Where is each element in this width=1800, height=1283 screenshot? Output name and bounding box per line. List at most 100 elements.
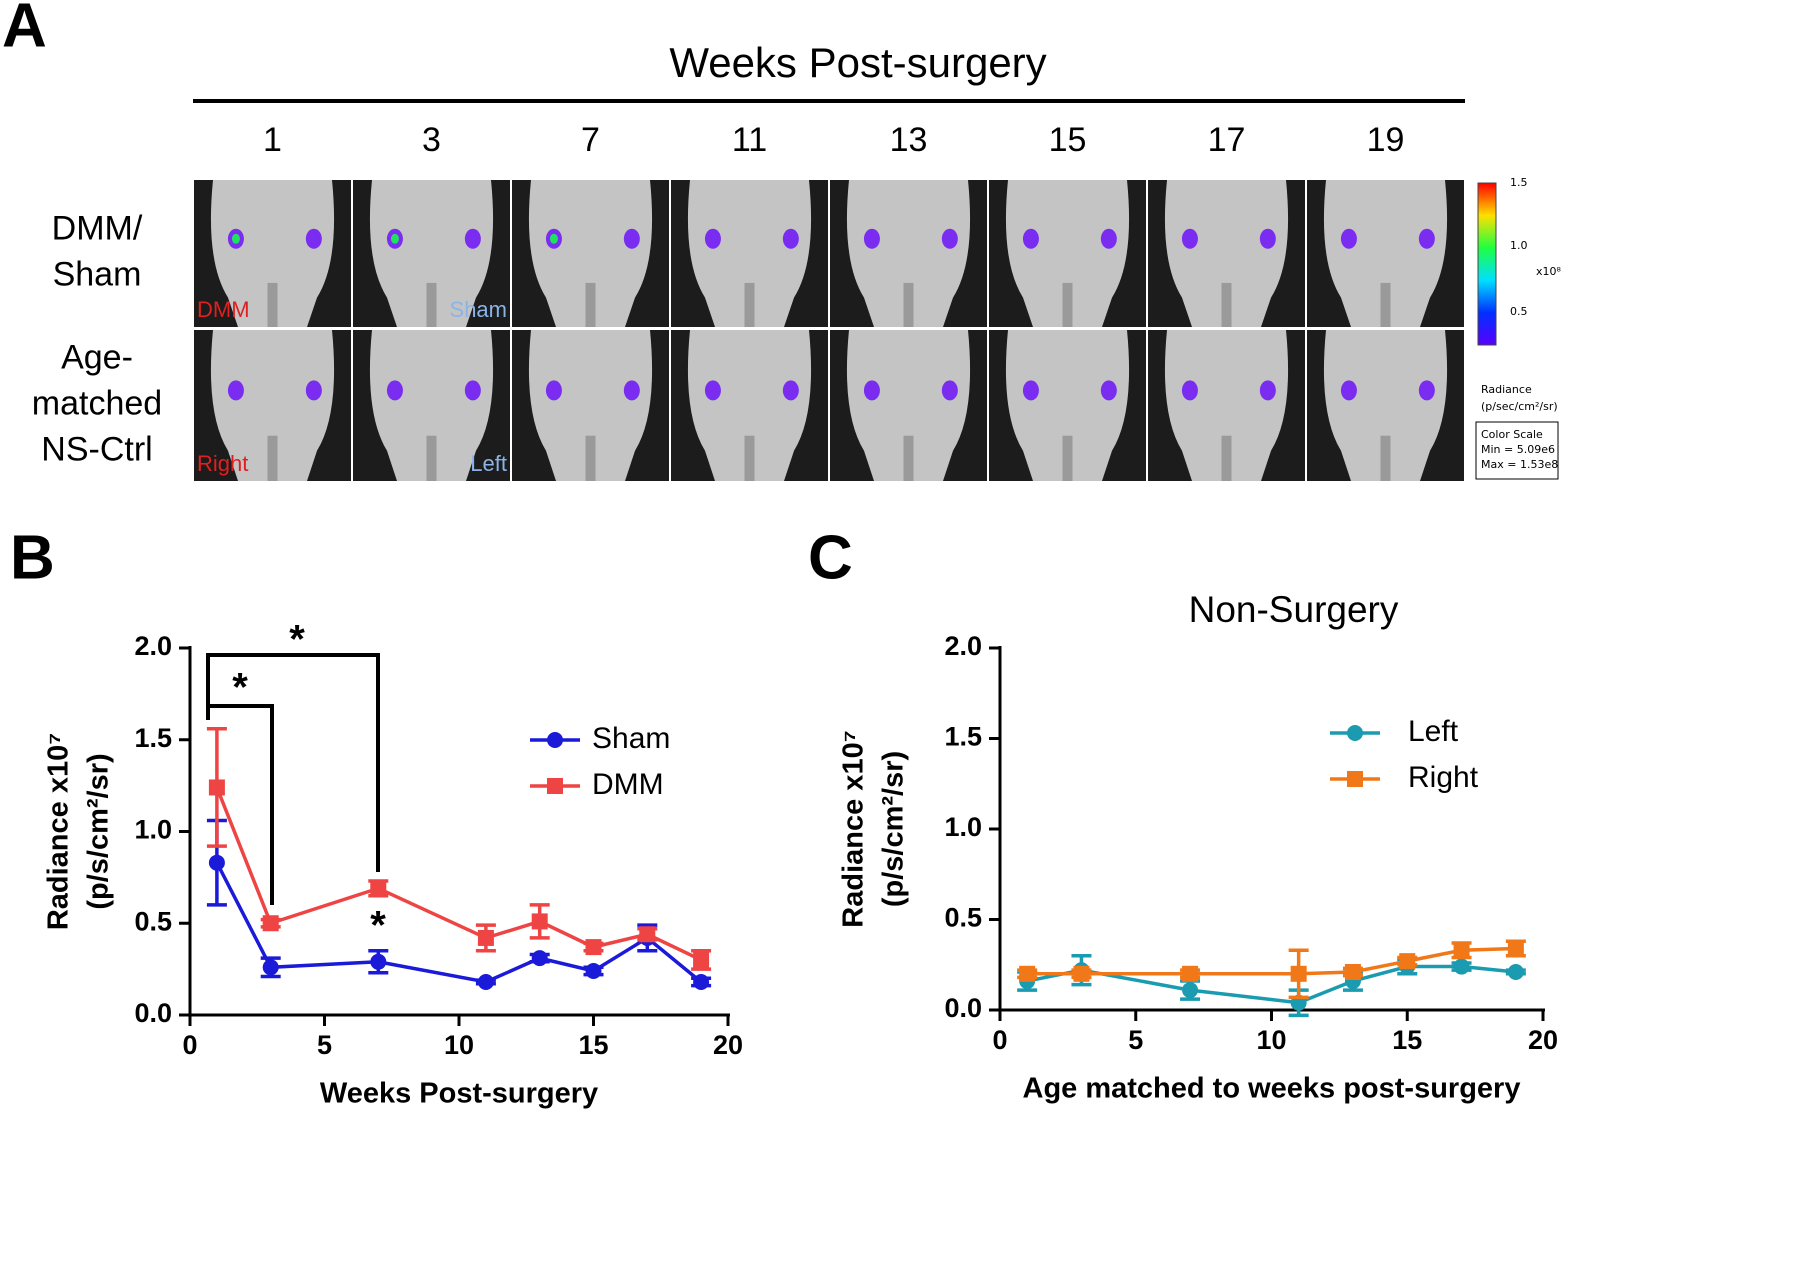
- row-label: DMM/: [52, 209, 143, 247]
- color-scale-text: Min = 5.09e6: [1481, 443, 1555, 456]
- signal-blob: [464, 228, 481, 249]
- color-scale-box: [1475, 421, 1559, 480]
- mouse-tail: [903, 282, 914, 327]
- color-scale-text: Max = 1.53e8: [1481, 458, 1558, 471]
- x-tick-label: 20: [713, 1030, 743, 1060]
- marker: [693, 973, 710, 990]
- week-label: 1: [263, 121, 282, 159]
- mouse-tail: [267, 282, 278, 327]
- signal-blob: [1181, 228, 1198, 249]
- x-tick-label: 5: [1128, 1025, 1143, 1055]
- week-label: 13: [890, 121, 928, 159]
- signal-blob: [782, 380, 799, 401]
- mouse-body: [1164, 180, 1289, 327]
- marker: [370, 880, 387, 897]
- y-axis-label: (p/s/cm²/sr): [878, 751, 910, 907]
- row-label: Age-: [61, 338, 133, 376]
- mouse-body: [369, 180, 494, 327]
- mouse-body: [528, 180, 653, 327]
- y-tick-label: 0.5: [944, 903, 982, 933]
- marker: [370, 953, 387, 970]
- mouse-tail: [1380, 435, 1391, 481]
- color-bar-title: (p/sec/cm²/sr): [1481, 400, 1558, 413]
- marker: [693, 951, 710, 968]
- chart-title: Non-Surgery: [1189, 589, 1399, 630]
- mouse-body: [687, 330, 812, 481]
- mouse-tail: [1062, 282, 1073, 327]
- mouse-tail: [426, 282, 437, 327]
- signal-blob: [1418, 228, 1435, 249]
- image-grid: [193, 180, 1465, 481]
- color-bar: [1477, 182, 1497, 346]
- marker: [262, 959, 279, 976]
- signal-blob: [1259, 228, 1276, 249]
- x-tick-label: 0: [992, 1025, 1007, 1055]
- mouse-tail: [744, 435, 755, 481]
- week-label: 17: [1208, 121, 1246, 159]
- legend-marker: [547, 732, 563, 748]
- x-tick-label: 0: [182, 1030, 197, 1060]
- marker: [477, 929, 494, 946]
- legend-label: Left: [1408, 715, 1459, 748]
- week-label: 7: [581, 121, 600, 159]
- mouse-body: [1323, 330, 1448, 481]
- marker: [585, 962, 602, 979]
- y-tick-label: 0.0: [134, 998, 172, 1028]
- signal-core: [231, 233, 240, 244]
- marker: [1507, 963, 1524, 980]
- mouse-body: [210, 330, 335, 481]
- signal-blob: [305, 380, 322, 401]
- y-axis-label: (p/s/cm²/sr): [83, 753, 115, 909]
- signal-blob: [1022, 228, 1039, 249]
- x-tick-label: 15: [1392, 1025, 1422, 1055]
- panel-label: B: [10, 523, 55, 592]
- row-label: matched: [32, 384, 162, 422]
- x-tick-label: 10: [1256, 1025, 1286, 1055]
- marker: [1290, 965, 1307, 982]
- y-tick-label: 2.0: [944, 631, 982, 661]
- series-line: [1026, 964, 1517, 1005]
- annotation: *: [370, 904, 386, 948]
- marker: [1453, 958, 1470, 975]
- marker: [1073, 965, 1090, 982]
- image-label: Right: [197, 451, 248, 476]
- week-label: 3: [422, 121, 441, 159]
- mouse-tail: [267, 435, 278, 481]
- mouse-body: [1005, 180, 1130, 327]
- series-line: [215, 861, 703, 984]
- panel-label: C: [808, 523, 853, 592]
- marker: [1399, 953, 1416, 970]
- mouse-tail: [1062, 435, 1073, 481]
- marker: [208, 779, 225, 796]
- signal-blob: [863, 380, 880, 401]
- y-axis-label: Radiance x10⁷: [43, 733, 75, 930]
- y-axis-label: Radiance x10⁷: [838, 730, 870, 927]
- signal-core: [390, 233, 399, 244]
- significance-bracket: [206, 653, 380, 905]
- image-label: Left: [470, 451, 507, 476]
- signal-blob: [1022, 380, 1039, 401]
- signal-blob: [623, 380, 640, 401]
- color-bar-title: Radiance: [1481, 383, 1532, 396]
- color-bar-exponent: x10⁸: [1536, 265, 1562, 278]
- x-tick-label: 20: [1528, 1025, 1558, 1055]
- marker: [262, 915, 279, 932]
- x-tick-label: 15: [578, 1030, 608, 1060]
- marker: [639, 926, 656, 943]
- panel-label: A: [2, 0, 47, 60]
- mouse-body: [369, 330, 494, 481]
- marker: [1182, 982, 1199, 999]
- image-label: Sham: [450, 297, 507, 322]
- mouse-body: [846, 330, 971, 481]
- signal-blob: [1259, 380, 1276, 401]
- annotation: *: [289, 618, 305, 662]
- signal-blob: [863, 228, 880, 249]
- color-bar-tick: 0.5: [1510, 305, 1528, 318]
- row-label: NS-Ctrl: [41, 430, 152, 468]
- y-tick-label: 1.5: [944, 722, 982, 752]
- mouse-tail: [1380, 282, 1391, 327]
- y-tick-label: 1.5: [134, 723, 172, 753]
- legend-marker: [547, 778, 563, 794]
